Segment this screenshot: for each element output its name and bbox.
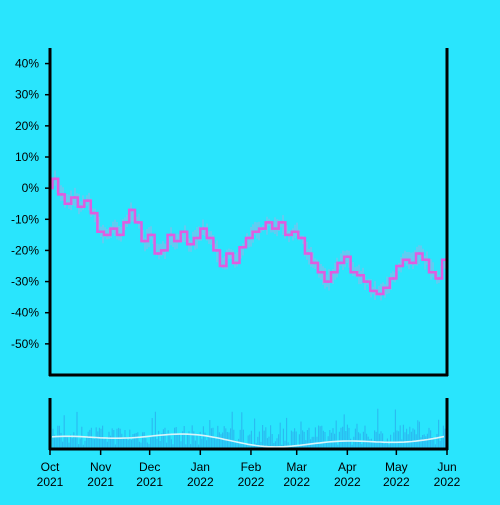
data-point-43 xyxy=(326,280,330,283)
x-tick-month-4: Feb xyxy=(241,460,262,474)
y-tick-label-2: 20% xyxy=(15,119,39,133)
data-point-18 xyxy=(162,249,166,252)
data-point-48 xyxy=(359,273,362,277)
data-point-4 xyxy=(73,196,76,199)
data-point-24 xyxy=(202,227,205,231)
y-tick-label-6: -20% xyxy=(11,243,39,257)
x-tick-month-3: Jan xyxy=(191,460,210,474)
data-point-33 xyxy=(260,227,264,231)
x-tick-month-0: Oct xyxy=(41,460,60,474)
data-point-29 xyxy=(234,261,238,265)
data-point-50 xyxy=(372,289,375,293)
x-tick-month-2: Dec xyxy=(139,460,160,474)
data-point-44 xyxy=(332,270,336,274)
x-tick-year-0: 2021 xyxy=(37,475,64,489)
data-point-49 xyxy=(365,280,369,283)
y-tick-label-3: 10% xyxy=(15,150,39,164)
y-tick-label-7: -30% xyxy=(11,275,39,289)
data-point-5 xyxy=(79,205,83,209)
data-point-11 xyxy=(118,233,122,237)
y-tick-label-5: -10% xyxy=(11,212,39,226)
data-point-60 xyxy=(437,277,441,280)
y-tick-label-4: 0% xyxy=(22,181,40,195)
data-point-30 xyxy=(241,245,245,249)
data-point-14 xyxy=(136,221,140,224)
x-tick-month-8: Jun xyxy=(437,460,456,474)
data-point-6 xyxy=(86,199,89,203)
data-point-59 xyxy=(430,270,434,274)
data-point-10 xyxy=(112,227,116,231)
data-point-20 xyxy=(176,239,179,243)
data-point-45 xyxy=(339,261,343,265)
data-point-19 xyxy=(169,233,173,237)
data-point-2 xyxy=(60,192,63,196)
y-tick-label-8: -40% xyxy=(11,306,39,320)
data-point-35 xyxy=(274,227,277,231)
x-tick-month-1: Nov xyxy=(90,460,111,474)
data-point-36 xyxy=(280,221,284,224)
data-point-28 xyxy=(228,252,232,255)
y-tick-label-9: -50% xyxy=(11,337,39,351)
x-tick-year-3: 2022 xyxy=(187,475,214,489)
data-point-12 xyxy=(125,221,129,224)
data-point-32 xyxy=(254,230,258,234)
data-point-47 xyxy=(352,270,356,274)
data-point-9 xyxy=(105,233,109,237)
volume-average-line xyxy=(51,433,445,448)
x-tick-year-2: 2021 xyxy=(136,475,163,489)
data-point-42 xyxy=(319,270,323,274)
data-point-7 xyxy=(92,211,96,215)
x-tick-month-7: May xyxy=(385,460,408,474)
price-series-line xyxy=(50,177,446,296)
x-tick-year-4: 2022 xyxy=(238,475,265,489)
data-point-41 xyxy=(313,261,317,265)
data-point-52 xyxy=(385,286,388,290)
data-point-22 xyxy=(189,242,192,246)
data-point-25 xyxy=(208,236,212,240)
data-point-46 xyxy=(345,255,349,259)
data-point-51 xyxy=(378,292,382,296)
x-tick-year-7: 2022 xyxy=(383,475,410,489)
x-tick-year-6: 2022 xyxy=(334,475,361,489)
data-point-1 xyxy=(53,177,57,181)
data-point-16 xyxy=(149,233,153,237)
data-point-27 xyxy=(221,264,225,268)
x-tick-year-5: 2022 xyxy=(283,475,310,489)
data-point-31 xyxy=(247,236,251,240)
data-point-8 xyxy=(99,230,103,234)
data-point-38 xyxy=(293,230,297,234)
x-tick-year-8: 2022 xyxy=(434,475,461,489)
data-point-21 xyxy=(182,230,186,234)
data-point-17 xyxy=(156,252,160,255)
data-point-58 xyxy=(424,258,428,262)
data-point-13 xyxy=(130,208,134,212)
x-tick-month-6: Apr xyxy=(338,460,357,474)
data-point-26 xyxy=(215,249,219,252)
data-point-40 xyxy=(306,252,310,255)
x-tick-month-5: Mar xyxy=(286,460,307,474)
data-point-15 xyxy=(143,239,147,243)
data-point-57 xyxy=(417,252,421,255)
x-tick-year-1: 2021 xyxy=(87,475,114,489)
data-point-54 xyxy=(398,264,402,268)
data-point-23 xyxy=(195,236,199,240)
data-point-3 xyxy=(66,202,70,206)
data-point-34 xyxy=(267,221,271,224)
data-point-37 xyxy=(287,233,290,237)
data-point-55 xyxy=(404,258,408,262)
y-tick-label-0: 40% xyxy=(15,57,39,71)
y-tick-label-1: 30% xyxy=(15,88,39,102)
data-point-56 xyxy=(411,261,415,265)
data-point-39 xyxy=(300,236,303,240)
data-point-53 xyxy=(391,277,395,280)
